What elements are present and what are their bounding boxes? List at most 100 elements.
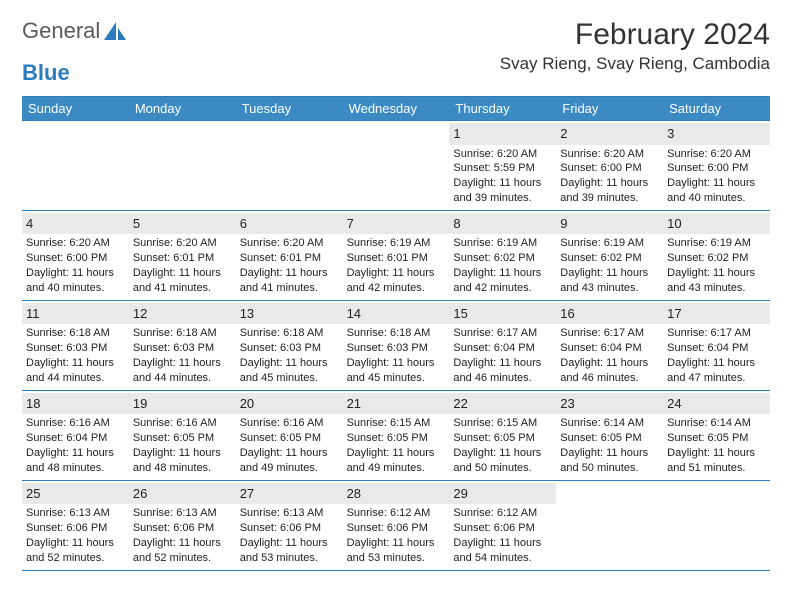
- brand-text-1: General: [22, 18, 100, 44]
- sunset-text: Sunset: 6:05 PM: [133, 431, 232, 446]
- location-text: Svay Rieng, Svay Rieng, Cambodia: [500, 54, 770, 74]
- daylight-text: Daylight: 11 hours and 41 minutes.: [240, 266, 339, 296]
- sunset-text: Sunset: 6:03 PM: [133, 341, 232, 356]
- sunrise-text: Sunrise: 6:13 AM: [26, 506, 125, 521]
- sunset-text: Sunset: 5:59 PM: [453, 161, 552, 176]
- title-block: February 2024 Svay Rieng, Svay Rieng, Ca…: [500, 18, 770, 74]
- sunrise-text: Sunrise: 6:19 AM: [453, 236, 552, 251]
- sunset-text: Sunset: 6:05 PM: [667, 431, 766, 446]
- day-cell: 21Sunrise: 6:15 AMSunset: 6:05 PMDayligh…: [343, 390, 450, 480]
- day-cell: 4Sunrise: 6:20 AMSunset: 6:00 PMDaylight…: [22, 210, 129, 300]
- sunrise-text: Sunrise: 6:18 AM: [240, 326, 339, 341]
- sunrise-text: Sunrise: 6:17 AM: [453, 326, 552, 341]
- date-number: 12: [129, 303, 236, 325]
- date-number: 19: [129, 393, 236, 415]
- daylight-text: Daylight: 11 hours and 48 minutes.: [26, 446, 125, 476]
- sunrise-text: Sunrise: 6:20 AM: [240, 236, 339, 251]
- sunset-text: Sunset: 6:00 PM: [26, 251, 125, 266]
- sunrise-text: Sunrise: 6:16 AM: [133, 416, 232, 431]
- daylight-text: Daylight: 11 hours and 52 minutes.: [133, 536, 232, 566]
- day-cell: 6Sunrise: 6:20 AMSunset: 6:01 PMDaylight…: [236, 210, 343, 300]
- daylight-text: Daylight: 11 hours and 43 minutes.: [667, 266, 766, 296]
- day-header: Tuesday: [236, 97, 343, 120]
- sail-icon: [102, 20, 128, 42]
- daylight-text: Daylight: 11 hours and 47 minutes.: [667, 356, 766, 386]
- sunset-text: Sunset: 6:06 PM: [240, 521, 339, 536]
- day-cell: 28Sunrise: 6:12 AMSunset: 6:06 PMDayligh…: [343, 480, 450, 570]
- sunset-text: Sunset: 6:00 PM: [560, 161, 659, 176]
- date-number: 16: [556, 303, 663, 325]
- daylight-text: Daylight: 11 hours and 51 minutes.: [667, 446, 766, 476]
- day-cell: 29Sunrise: 6:12 AMSunset: 6:06 PMDayligh…: [449, 480, 556, 570]
- sunrise-text: Sunrise: 6:17 AM: [560, 326, 659, 341]
- sunset-text: Sunset: 6:05 PM: [560, 431, 659, 446]
- daylight-text: Daylight: 11 hours and 53 minutes.: [240, 536, 339, 566]
- daylight-text: Daylight: 11 hours and 41 minutes.: [133, 266, 232, 296]
- sunset-text: Sunset: 6:01 PM: [133, 251, 232, 266]
- sunrise-text: Sunrise: 6:20 AM: [560, 147, 659, 162]
- date-number: 1: [449, 123, 556, 145]
- daylight-text: Daylight: 11 hours and 54 minutes.: [453, 536, 552, 566]
- sunrise-text: Sunrise: 6:16 AM: [26, 416, 125, 431]
- day-cell: 2Sunrise: 6:20 AMSunset: 6:00 PMDaylight…: [556, 120, 663, 210]
- date-number: 4: [22, 213, 129, 235]
- sunset-text: Sunset: 6:02 PM: [667, 251, 766, 266]
- sunset-text: Sunset: 6:06 PM: [453, 521, 552, 536]
- date-number: 15: [449, 303, 556, 325]
- date-number: 2: [556, 123, 663, 145]
- date-number: 21: [343, 393, 450, 415]
- day-cell: 7Sunrise: 6:19 AMSunset: 6:01 PMDaylight…: [343, 210, 450, 300]
- day-cell: 14Sunrise: 6:18 AMSunset: 6:03 PMDayligh…: [343, 300, 450, 390]
- sunset-text: Sunset: 6:04 PM: [560, 341, 659, 356]
- daylight-text: Daylight: 11 hours and 50 minutes.: [453, 446, 552, 476]
- sunrise-text: Sunrise: 6:18 AM: [133, 326, 232, 341]
- sunrise-text: Sunrise: 6:12 AM: [453, 506, 552, 521]
- day-cell: 27Sunrise: 6:13 AMSunset: 6:06 PMDayligh…: [236, 480, 343, 570]
- empty-cell: [556, 480, 663, 570]
- day-header: Friday: [556, 97, 663, 120]
- sunrise-text: Sunrise: 6:18 AM: [26, 326, 125, 341]
- daylight-text: Daylight: 11 hours and 46 minutes.: [560, 356, 659, 386]
- day-cell: 3Sunrise: 6:20 AMSunset: 6:00 PMDaylight…: [663, 120, 770, 210]
- empty-cell: [22, 120, 129, 210]
- daylight-text: Daylight: 11 hours and 45 minutes.: [347, 356, 446, 386]
- daylight-text: Daylight: 11 hours and 49 minutes.: [240, 446, 339, 476]
- month-title: February 2024: [500, 18, 770, 52]
- daylight-text: Daylight: 11 hours and 53 minutes.: [347, 536, 446, 566]
- day-header: Saturday: [663, 97, 770, 120]
- daylight-text: Daylight: 11 hours and 39 minutes.: [453, 176, 552, 206]
- date-number: 14: [343, 303, 450, 325]
- sunset-text: Sunset: 6:04 PM: [453, 341, 552, 356]
- empty-cell: [663, 480, 770, 570]
- day-cell: 25Sunrise: 6:13 AMSunset: 6:06 PMDayligh…: [22, 480, 129, 570]
- sunset-text: Sunset: 6:05 PM: [347, 431, 446, 446]
- empty-cell: [343, 120, 450, 210]
- sunset-text: Sunset: 6:05 PM: [240, 431, 339, 446]
- day-cell: 13Sunrise: 6:18 AMSunset: 6:03 PMDayligh…: [236, 300, 343, 390]
- daylight-text: Daylight: 11 hours and 50 minutes.: [560, 446, 659, 476]
- daylight-text: Daylight: 11 hours and 49 minutes.: [347, 446, 446, 476]
- sunrise-text: Sunrise: 6:13 AM: [240, 506, 339, 521]
- date-number: 9: [556, 213, 663, 235]
- date-number: 6: [236, 213, 343, 235]
- sunrise-text: Sunrise: 6:12 AM: [347, 506, 446, 521]
- date-number: 18: [22, 393, 129, 415]
- date-number: 11: [22, 303, 129, 325]
- sunrise-text: Sunrise: 6:19 AM: [560, 236, 659, 251]
- date-number: 23: [556, 393, 663, 415]
- sunset-text: Sunset: 6:06 PM: [133, 521, 232, 536]
- day-cell: 9Sunrise: 6:19 AMSunset: 6:02 PMDaylight…: [556, 210, 663, 300]
- day-header: Monday: [129, 97, 236, 120]
- day-cell: 10Sunrise: 6:19 AMSunset: 6:02 PMDayligh…: [663, 210, 770, 300]
- daylight-text: Daylight: 11 hours and 52 minutes.: [26, 536, 125, 566]
- sunrise-text: Sunrise: 6:15 AM: [453, 416, 552, 431]
- date-number: 25: [22, 483, 129, 505]
- daylight-text: Daylight: 11 hours and 44 minutes.: [26, 356, 125, 386]
- date-number: 28: [343, 483, 450, 505]
- day-cell: 1Sunrise: 6:20 AMSunset: 5:59 PMDaylight…: [449, 120, 556, 210]
- sunset-text: Sunset: 6:01 PM: [347, 251, 446, 266]
- day-cell: 24Sunrise: 6:14 AMSunset: 6:05 PMDayligh…: [663, 390, 770, 480]
- day-cell: 16Sunrise: 6:17 AMSunset: 6:04 PMDayligh…: [556, 300, 663, 390]
- day-header: Wednesday: [343, 97, 450, 120]
- sunrise-text: Sunrise: 6:18 AM: [347, 326, 446, 341]
